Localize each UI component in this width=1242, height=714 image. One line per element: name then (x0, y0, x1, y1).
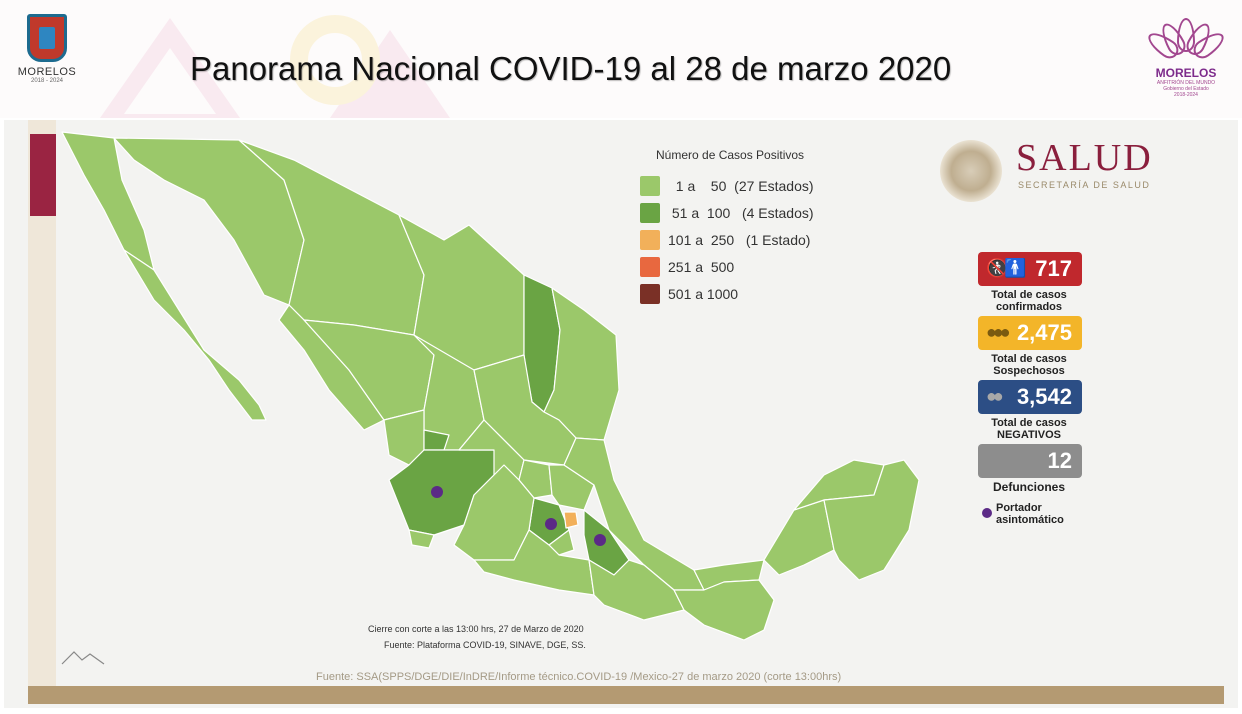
salud-sub: SECRETARÍA DE SALUD (1018, 180, 1151, 190)
carrier-marker-jalisco (431, 486, 443, 498)
carrier-marker-puebla (594, 534, 606, 546)
deaths-count: 12 (1047, 448, 1072, 473)
colima (408, 529, 435, 549)
people-icon: 🚷🚹 (986, 258, 1027, 278)
cdmx (563, 511, 579, 529)
quintana-roo (823, 459, 920, 581)
negative-label-1: Total de casos (991, 417, 1067, 429)
lotus-icon (1143, 14, 1229, 63)
source-note: Fuente: SSA(SPPS/DGE/DIE/InDRE/Informe t… (316, 671, 842, 683)
campeche (763, 499, 835, 576)
legend-swatch (640, 229, 660, 250)
legend-item: 51 a 100 (4 Estados) (640, 199, 814, 226)
left-strip (28, 120, 56, 704)
legend-label: 51 a 100 (4 Estados) (668, 204, 814, 221)
confirmed-label-2: confirmados (995, 301, 1062, 313)
legend-label: 501 a 1000 (668, 285, 739, 302)
mexico-map (61, 131, 920, 641)
legend-item: 101 a 250 (1 Estado) (640, 226, 814, 253)
crowd-icon: ●●● (986, 322, 1011, 342)
people-icon: ●● (986, 386, 1004, 406)
cutoff-note: Cierre con corte a las 13:00 hrs, 27 de … (368, 624, 584, 634)
salud-word: SALUD (1016, 137, 1153, 179)
carrier-marker-mexico (545, 518, 557, 530)
negative-count: 3,542 (1016, 384, 1072, 409)
negative-label-2: NEGATIVOS (997, 429, 1061, 441)
michoacan (453, 464, 535, 561)
decorative-triangle-inner (124, 48, 216, 114)
negative-badge: ●● 3,542 (978, 380, 1082, 414)
carrier-legend-label: Portador asintomático (996, 502, 1064, 526)
logo-left-years: 2018 - 2024 (30, 78, 64, 84)
morelos-shield-icon (27, 14, 67, 62)
platform-source-note: Fuente: Plataforma COVID-19, SINAVE, DGE… (384, 640, 586, 650)
legend-item: 1 a 50 (27 Estados) (640, 172, 814, 199)
carrier-legend-dot (982, 508, 992, 518)
suspected-badge: ●●● 2,475 (978, 316, 1082, 350)
slide: Número de Casos Positivos 1 a 50 (27 Est… (4, 120, 1238, 708)
logo-left-name: MORELOS (17, 66, 77, 78)
confirmed-label: Total de casos confirmados (974, 289, 1084, 313)
confirmed-label-1: Total de casos (991, 289, 1067, 301)
morelos-anfitrion-logo: MORELOS ANFITRIÓN DEL MUNDO Gobierno del… (1143, 14, 1229, 106)
legend: 1 a 50 (27 Estados) 51 a 100 (4 Estados)… (640, 172, 814, 307)
chiapas (673, 579, 775, 641)
logo-right-sub3: 2018-2024 (1174, 92, 1198, 98)
legend-label: 101 a 250 (1 Estado) (668, 231, 811, 248)
legend-swatch (640, 175, 660, 196)
carrier-label-2: asintomático (996, 514, 1064, 526)
confirmed-badge: 🚷🚹 717 (978, 252, 1082, 286)
red-accent-bar (30, 134, 56, 216)
suspected-label: Total de casos Sospechosos (974, 353, 1084, 377)
mountains-icon (61, 651, 105, 665)
national-seal-icon (940, 140, 1002, 202)
deaths-badge: 12 (978, 444, 1082, 478)
logo-right-sub2: Gobierno del Estado (1163, 86, 1209, 92)
legend-swatch (640, 283, 660, 304)
logo-right-sub1: ANFITRIÓN DEL MUNDO (1156, 80, 1216, 86)
legend-item: 251 a 500 (640, 253, 814, 280)
negative-label: Total de casos NEGATIVOS (974, 417, 1084, 441)
salud-logo: SALUD SECRETARÍA DE SALUD (940, 134, 1190, 204)
legend-label: 251 a 500 (668, 258, 735, 275)
legend-title: Número de Casos Positivos (656, 148, 805, 162)
suspected-label-2: Sospechosos (993, 365, 1065, 377)
queretaro (518, 459, 553, 499)
morelos-state-logo: MORELOS 2018 - 2024 (12, 14, 82, 104)
confirmed-count: 717 (1035, 256, 1072, 281)
logo-right-name: MORELOS (1155, 66, 1217, 80)
legend-label: 1 a 50 (27 Estados) (668, 177, 814, 194)
suspected-count: 2,475 (1016, 320, 1072, 345)
legend-item: 501 a 1000 (640, 280, 814, 307)
baja-california-sur (123, 249, 267, 421)
legend-swatch (640, 256, 660, 277)
header: MORELOS 2018 - 2024 Panorama Nacional CO… (0, 0, 1242, 118)
asymptomatic-carrier-markers (431, 486, 606, 546)
bottom-bar (28, 686, 1224, 704)
carrier-label-1: Portador (996, 502, 1042, 514)
deaths-label: Defunciones (992, 480, 1065, 494)
suspected-label-1: Total de casos (991, 353, 1067, 365)
page-title: Panorama Nacional COVID-19 al 28 de marz… (190, 50, 952, 87)
legend-swatch (640, 202, 660, 223)
